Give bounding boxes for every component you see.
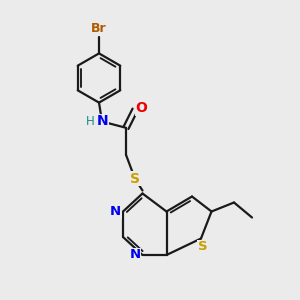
Text: H: H (85, 115, 94, 128)
Text: N: N (110, 205, 121, 218)
Text: N: N (97, 114, 109, 128)
Text: Br: Br (91, 22, 107, 35)
Text: N: N (129, 248, 141, 262)
Text: S: S (130, 172, 140, 186)
Text: O: O (136, 101, 148, 115)
Text: S: S (198, 240, 207, 254)
